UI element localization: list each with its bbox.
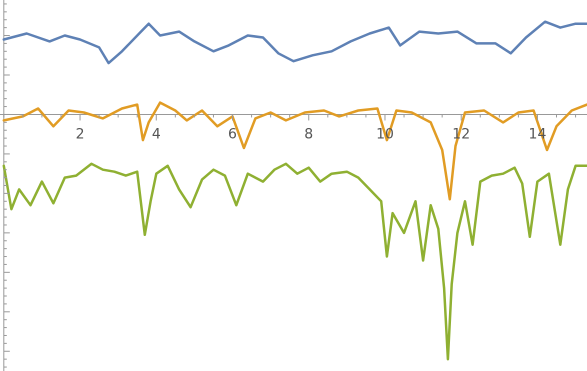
series-layer [2,20,587,361]
x-tick-label: 8 [304,126,313,142]
series-line-1 [2,20,587,65]
x-tick-label: 6 [228,126,237,142]
x-tick-label: 12 [452,126,470,142]
ticks-layer: 2 4 6 8 10 12 14 [3,3,577,368]
x-tick-label: 4 [152,126,161,142]
x-tick-label: 14 [529,126,547,142]
series-line-3 [2,162,587,361]
x-tick-label: 10 [376,126,394,142]
series-line-2 [2,101,587,201]
x-tick-label: 2 [76,126,85,142]
